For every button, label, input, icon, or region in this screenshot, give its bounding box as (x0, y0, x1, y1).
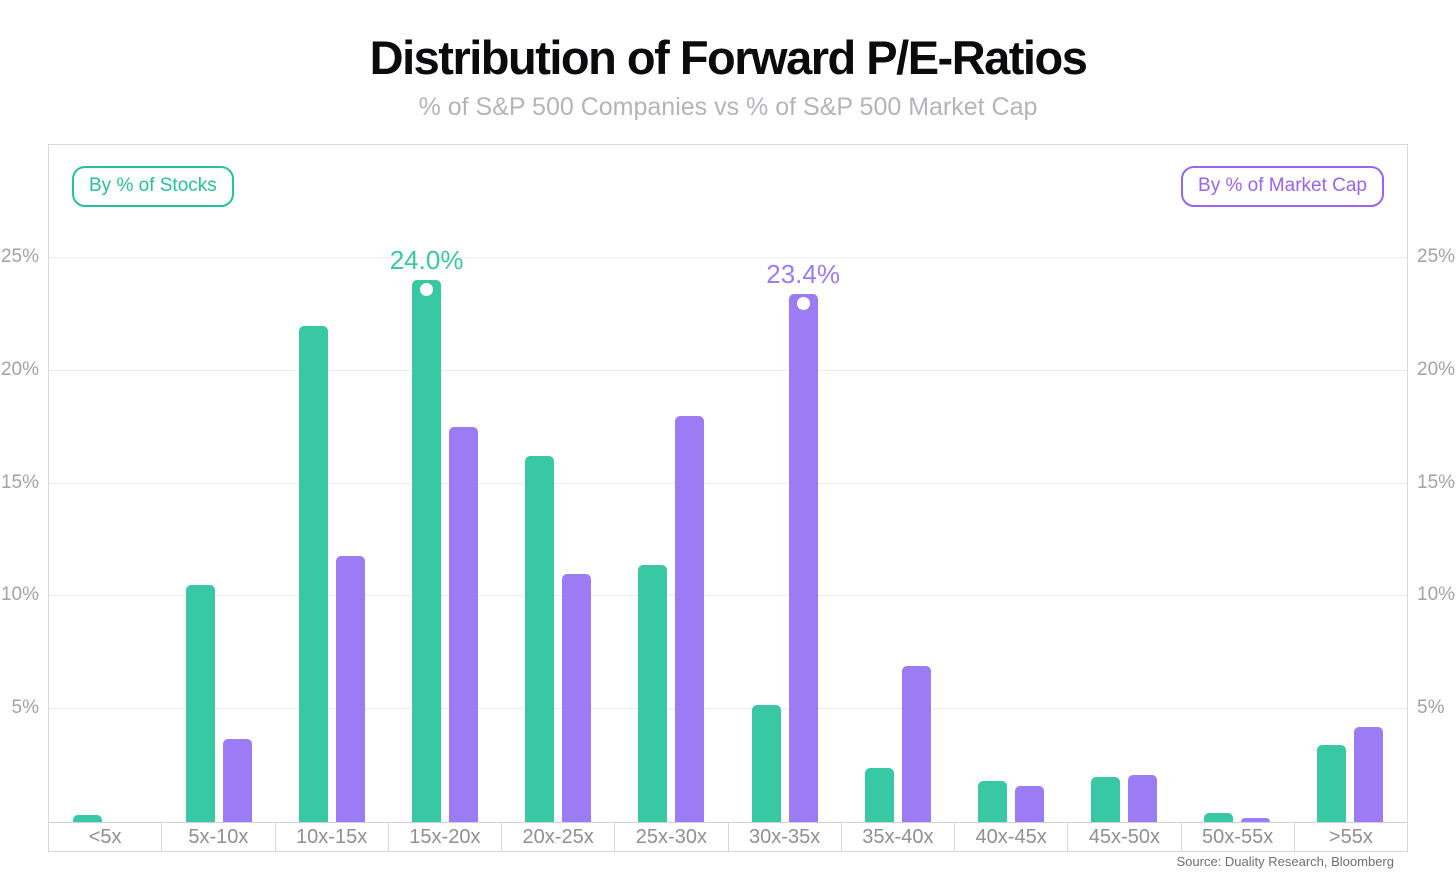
bar-market-cap-40x-45x[interactable] (1014, 785, 1044, 822)
y-axis-tick-right: 25% (1417, 245, 1456, 267)
x-axis: <5x 5x-10x 10x-15x 15x-20x 20x-25x 25x-30x 30x… (49, 822, 1407, 851)
x-axis-label: <5x (88, 825, 122, 848)
y-axis-tick-left: 20% (0, 358, 39, 380)
x-axis-label: 45x-50x (1067, 823, 1180, 851)
legend-badge-stocks[interactable]: By % of Stocks (72, 166, 234, 207)
gridline: 20% 20% (1, 359, 1455, 380)
bar-group-15x-20x: 24.0% (389, 145, 502, 822)
bar-stocks-35x-40x[interactable] (864, 767, 894, 822)
bar-stocks-20x-25x[interactable] (525, 456, 555, 822)
x-axis-label: 40x-45x (954, 823, 1067, 851)
bar-stocks-5x-10x[interactable] (185, 585, 215, 822)
x-axis-label: 5x-10x (161, 823, 274, 851)
y-axis-tick-left: 15% (0, 471, 39, 493)
bar-market-cap-5x-10x[interactable] (222, 738, 252, 822)
marker-dot (420, 283, 434, 297)
x-axis-label: 35x-40x (840, 823, 954, 851)
bar-value-label: 24.0% (389, 245, 464, 276)
bar-group-25x-30x (615, 145, 728, 822)
y-axis-tick-right: 10% (1417, 584, 1456, 606)
bar-market-cap-15x-20x[interactable] (449, 427, 479, 822)
gridline: 25% 25% (1, 246, 1455, 267)
source-note: Source: Duality Research, Bloomberg (1176, 854, 1395, 869)
y-axis-tick-right: 15% (1417, 471, 1456, 493)
bar-market-cap-30x-35x[interactable]: 23.4% (766, 259, 840, 822)
bar-group-20x-25x (502, 145, 615, 822)
marker-dot (796, 296, 810, 310)
y-axis-tick-left: 5% (11, 697, 39, 719)
bar-group-30x-35x: 23.4% (728, 145, 841, 822)
x-axis-label: 10x-15x (274, 823, 388, 851)
page-title: Distribution of Forward P/E-Ratios (369, 31, 1088, 84)
bar-market-cap-20x-25x[interactable] (562, 573, 592, 822)
bar-group-<5x (49, 145, 162, 822)
bar-group-35x-40x (841, 145, 954, 822)
x-axis-label: 50x-55x (1180, 823, 1294, 851)
y-axis-tick-left: 25% (0, 245, 39, 267)
y-axis-tick-right: 5% (1417, 697, 1445, 719)
bar-stocks-50x-55x[interactable] (1204, 812, 1234, 822)
bar-value-label: 23.4% (766, 258, 840, 289)
bar-market-cap-50x-55x[interactable] (1241, 817, 1271, 822)
bar-stocks-10x-15x[interactable] (298, 325, 328, 822)
bar-stocks-25x-30x[interactable] (638, 564, 668, 822)
bar-stocks->55x[interactable] (1317, 745, 1347, 822)
bar-stocks-<5x[interactable] (72, 815, 102, 822)
bar-market-cap-10x-15x[interactable] (335, 555, 365, 822)
bar-market-cap-45x-50x[interactable] (1128, 774, 1158, 822)
bar-group-40x-45x (954, 145, 1067, 822)
gridline: 5% 5% (12, 697, 1445, 718)
x-axis-label: 15x-20x (387, 823, 501, 851)
bar-market-cap->55x[interactable] (1354, 727, 1384, 822)
bar-group->55x (1294, 145, 1407, 822)
x-axis-label: 20x-25x (501, 823, 614, 851)
bar-group-50x-55x (1181, 145, 1294, 822)
bar-market-cap-25x-30x[interactable] (675, 415, 705, 822)
bars-layer: 24.0% 23.4% (49, 145, 1407, 822)
bar-stocks-30x-35x[interactable] (751, 704, 781, 822)
bar-group-10x-15x (275, 145, 388, 822)
plot-area: By % of Stocks By % of Market Cap 5% 5% 10… (1, 145, 1455, 822)
x-axis-label: 30x-35x (727, 823, 841, 851)
gridline: 10% 10% (1, 584, 1455, 605)
bar-stocks-15x-20x[interactable]: 24.0% (390, 245, 463, 822)
x-axis-label: >55x (1293, 823, 1407, 851)
page-subtitle: % of S&P 500 Companies vs % of S&P 500 M… (418, 93, 1038, 121)
legend-badge-market-cap[interactable]: By % of Market Cap (1181, 166, 1384, 207)
gridline: 15% 15% (1, 472, 1455, 493)
bar-stocks-40x-45x[interactable] (977, 781, 1007, 822)
bar-group-5x-10x (162, 145, 275, 822)
x-axis-label: 25x-30x (614, 823, 727, 851)
bar-group-45x-50x (1068, 145, 1181, 822)
chart-container: By % of Stocks By % of Market Cap 5% 5% 10… (1, 144, 1455, 852)
bar-stocks-45x-50x[interactable] (1091, 776, 1121, 822)
y-axis-tick-left: 10% (0, 584, 39, 606)
bar-market-cap-35x-40x[interactable] (901, 666, 931, 822)
y-axis-tick-right: 20% (1417, 358, 1456, 380)
